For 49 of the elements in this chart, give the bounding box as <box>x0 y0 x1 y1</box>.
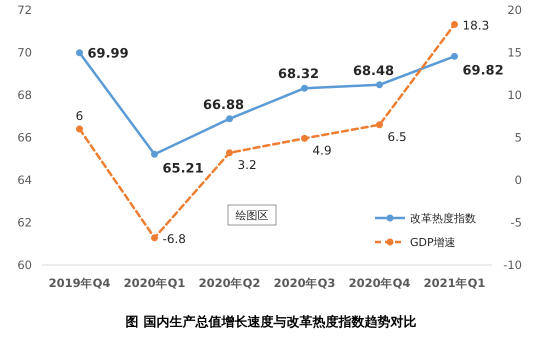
text: 图 国内生产总值增长速度与改革热度指数趋势对比 <box>126 314 416 330</box>
x-tick-label: 2020年Q4 <box>348 276 410 290</box>
point <box>151 150 158 158</box>
point <box>376 81 383 88</box>
point <box>451 20 458 28</box>
annotation: 绘图区 <box>228 204 276 226</box>
y2-tick-label: 5 <box>514 130 522 144</box>
point <box>301 134 308 142</box>
data-label: 66.88 <box>202 98 244 113</box>
legend-label: 改革热度指数 <box>410 212 476 225</box>
x-tick-label: 2020年Q2 <box>198 276 260 290</box>
data-label: 68.32 <box>278 67 320 82</box>
legend-label: GDP增速 <box>410 236 456 249</box>
y-tick-label: 60 <box>17 258 32 272</box>
y-tick-label: 66 <box>17 130 32 144</box>
point <box>301 84 308 92</box>
y2-tick-label: 0 <box>514 173 522 187</box>
data-label: 18.3 <box>462 18 490 32</box>
data-label: 4.9 <box>312 143 332 158</box>
y2-tick-label: -5 <box>510 216 522 230</box>
data-label: -6.8 <box>162 232 186 246</box>
data-label: 3.2 <box>238 158 257 172</box>
x-tick-label: 2020年Q3 <box>274 276 336 290</box>
point <box>226 115 233 122</box>
data-label: 69.82 <box>462 63 504 78</box>
data-label: 65.21 <box>162 161 204 176</box>
y-tick-label: 64 <box>17 173 32 187</box>
point <box>151 234 158 242</box>
annotation: 绘图区 <box>236 209 268 222</box>
y-tick-label: 68 <box>17 88 32 102</box>
x-tick-label: 2020年Q1 <box>124 276 186 290</box>
point <box>226 149 233 156</box>
data-label: 6.5 <box>388 130 407 144</box>
data-label: 68.48 <box>352 64 394 79</box>
y-tick-label: 70 <box>17 46 32 60</box>
point <box>76 126 83 132</box>
y-tick-label: 72 <box>17 3 32 17</box>
y2-tick-label: -10 <box>503 258 522 272</box>
y2-tick-label: 20 <box>507 3 522 17</box>
y-tick-label: 62 <box>17 216 32 230</box>
x-tick-label: 2021年Q1 <box>424 276 486 290</box>
point <box>376 121 383 128</box>
y2-tick-label: 15 <box>507 46 522 60</box>
point <box>451 52 458 60</box>
x-tick-label: 2019年Q4 <box>48 276 110 290</box>
point <box>76 49 83 56</box>
y2-tick-label: 10 <box>507 88 522 102</box>
data-label: 69.99 <box>88 46 129 62</box>
data-label: 6 <box>76 109 84 123</box>
